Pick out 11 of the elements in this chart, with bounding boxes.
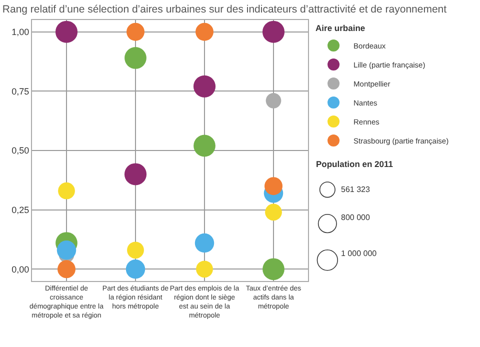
y-tick-label: 1,00 — [12, 27, 30, 38]
y-tick-label: 0,75 — [12, 86, 30, 96]
y-tick-label: 0,50 — [12, 146, 30, 156]
legend-title: Aire urbaine — [316, 23, 366, 34]
legend-label: 561 323 — [341, 185, 370, 194]
text: Population en 2011 — [316, 159, 394, 169]
legend-label: 1 000 000 — [341, 249, 378, 258]
y-tick-label: 0,25 — [12, 204, 30, 215]
legend-label: 800 000 — [341, 213, 370, 222]
chart-title: Rang relatif d’une sélection d’aires urbaines sur des indicateurs d’attractivité et de rayonnement — [2, 4, 447, 16]
y-tick-label: 0,00 — [12, 264, 30, 274]
